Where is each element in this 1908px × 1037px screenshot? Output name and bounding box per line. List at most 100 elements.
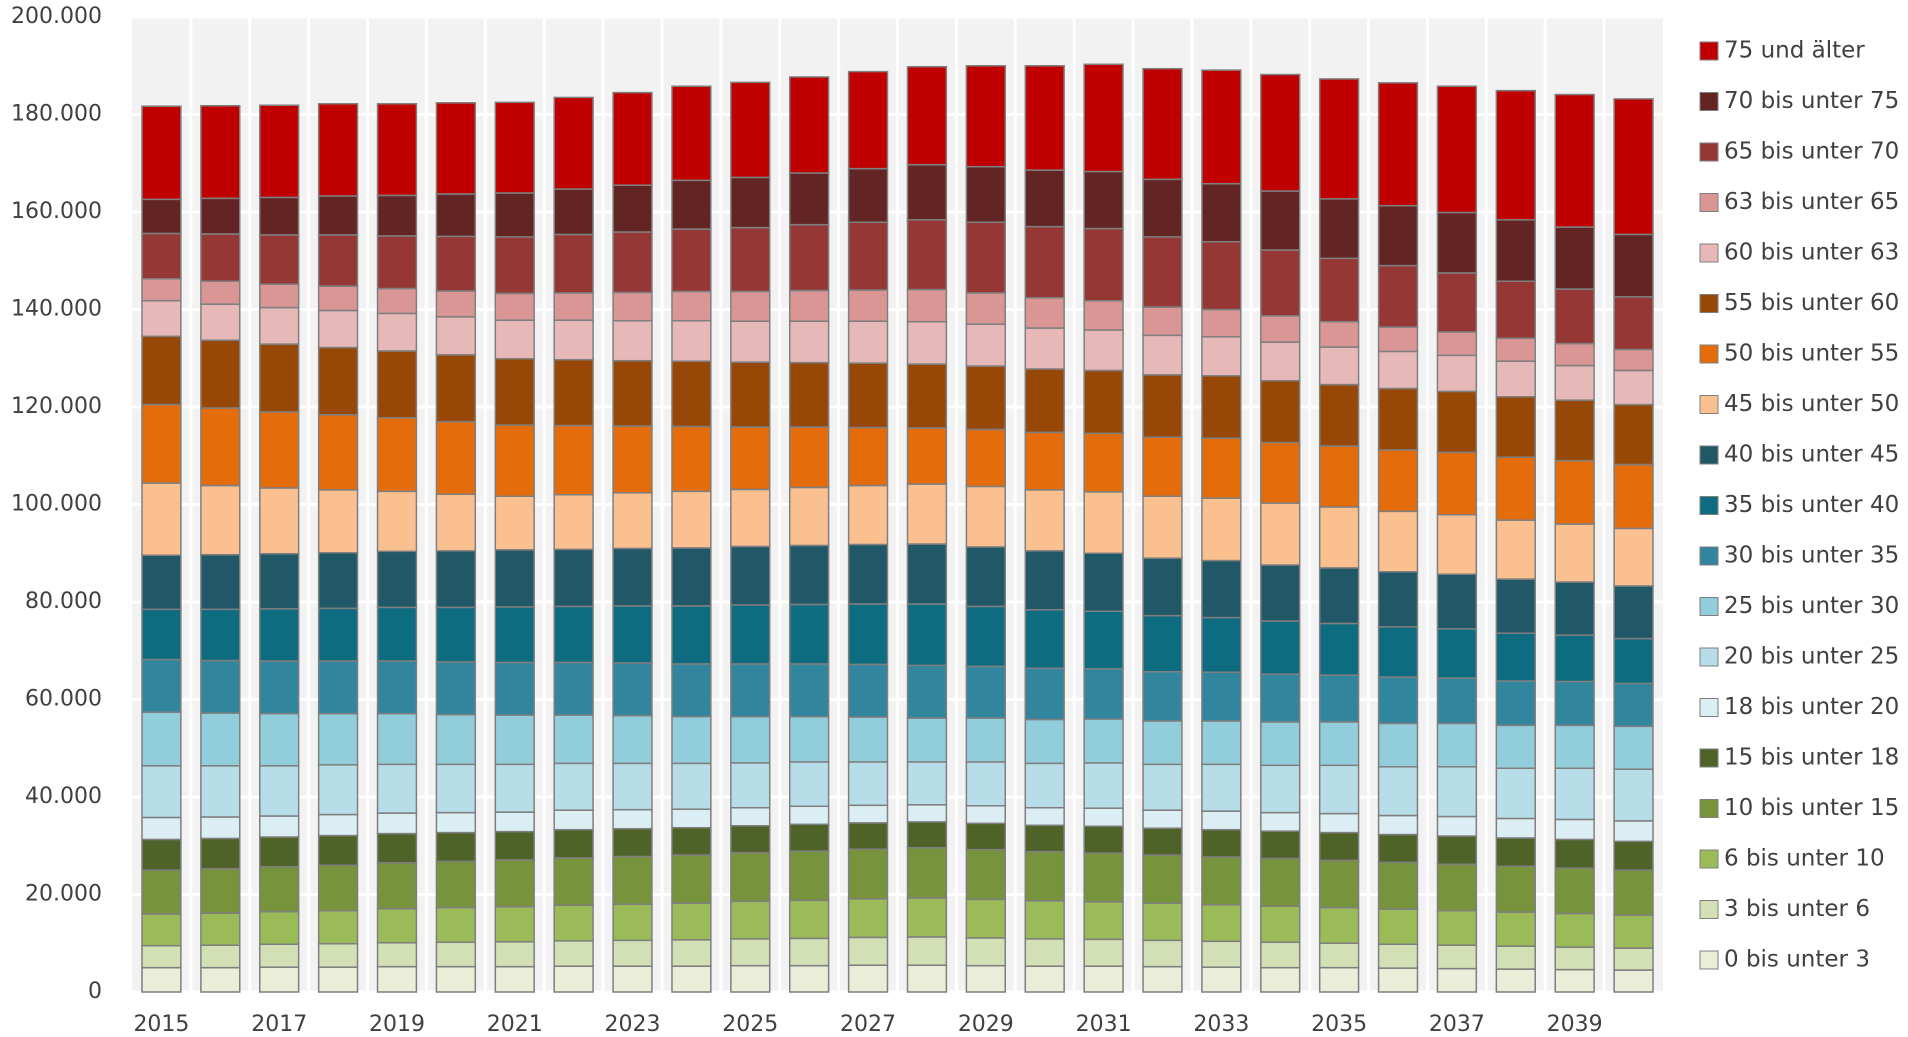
legend-swatch [1699,294,1719,313]
bar-segment [1083,668,1124,720]
bar-segment [1142,965,1183,993]
bar-segment [730,361,771,428]
bar-segment [553,605,594,664]
bar-segment [317,103,359,197]
bar-segment [376,712,418,766]
legend-swatch [1699,799,1719,818]
legend-swatch [1699,193,1719,212]
bar-segment [1613,820,1654,843]
bar-segment [1554,724,1595,769]
bar-segment [376,287,418,315]
bar-segment [1260,341,1301,382]
bar-segment [141,403,182,484]
bar-segment [200,484,241,556]
x-tick-label: 2025 [722,1012,778,1037]
bar-segment [1436,85,1478,214]
bar-segment [259,608,300,662]
y-tick-label: 120.000 [11,394,102,419]
x-tick-label: 2015 [133,1012,189,1037]
bar-segment [1554,288,1595,345]
bar-segment [1436,513,1478,575]
bar-segment [553,661,594,716]
y-tick-label: 20.000 [25,882,102,907]
x-tick-label: 2027 [840,1012,896,1037]
bar-segment [1083,938,1124,967]
bar-segment [553,424,594,496]
bar-segment [1083,329,1124,372]
bar-segment [730,488,771,548]
bar-segment [1024,718,1065,765]
bar-segment [435,606,477,663]
bar-segment [1260,673,1301,723]
bar-segment [1318,859,1360,909]
bar-segment [1495,724,1536,769]
bar-segment [965,428,1007,488]
legend-label: 20 bis unter 25 [1724,644,1899,670]
bar-segment [317,346,359,416]
bar-segment [847,804,889,824]
bar-segment [906,821,948,849]
bar-segment [1554,968,1595,993]
bar-segment [965,665,1007,719]
bar-segment [1554,634,1595,683]
bar-segment [1377,449,1419,513]
bar-segment [671,762,712,810]
bar-segment [259,712,300,767]
bar-segment [906,543,948,605]
bar-segment [1554,680,1595,727]
bar-segment [1613,463,1654,530]
bar-segment [965,717,1007,763]
bar-segment [847,362,889,429]
bar-segment [730,806,771,827]
bar-segment [141,765,182,819]
bar-segment [553,548,594,608]
bar-segment [1260,811,1301,832]
bar-segment [200,912,241,946]
bar-segment [847,964,889,993]
bar-segment [612,319,653,362]
bar-segment [671,808,712,829]
bar-segment [317,309,359,349]
bar-segment [730,900,771,940]
bar-segment [1260,73,1301,192]
bar-segment [906,65,948,166]
bar-segment [612,184,653,233]
bar-segment [730,426,771,491]
bar-segment [1142,763,1183,811]
legend-label: 55 bis unter 60 [1724,290,1899,316]
bar-segment [1436,211,1478,274]
bar-segment [612,492,653,550]
legend-swatch [1699,243,1719,263]
bar-segment [200,407,241,487]
bar-segment [1318,320,1360,348]
bar-segment [1377,814,1419,836]
bar-segment [553,809,594,831]
bar-segment [1613,369,1654,406]
bar-segment [1201,828,1242,858]
bar-segment [1495,89,1536,221]
bar-segment [1554,912,1595,948]
bar-segment [376,490,418,553]
bar-segment [847,320,889,364]
bar-segment [847,603,889,666]
bar-segment [965,546,1007,608]
bar-segment [1613,637,1654,685]
bar-segment [1260,620,1301,675]
bar-segment [1142,436,1183,497]
bar-segment [1260,941,1301,969]
bar-segment [788,76,830,174]
bar-segment [141,105,182,201]
bar-segment [1201,720,1242,766]
legend-swatch [1699,41,1719,61]
bar-segment [200,104,241,200]
bar-segment [435,661,477,716]
bar-segment [965,605,1007,668]
bar-segment [1260,721,1301,767]
bar-segment [1083,299,1124,331]
bar-segment [1201,966,1242,993]
bar-segment [1613,233,1654,298]
x-tick-label: 2033 [1193,1012,1249,1037]
bar-segment [1201,559,1242,619]
bar-segment [435,420,477,496]
bar-segment [141,966,182,993]
